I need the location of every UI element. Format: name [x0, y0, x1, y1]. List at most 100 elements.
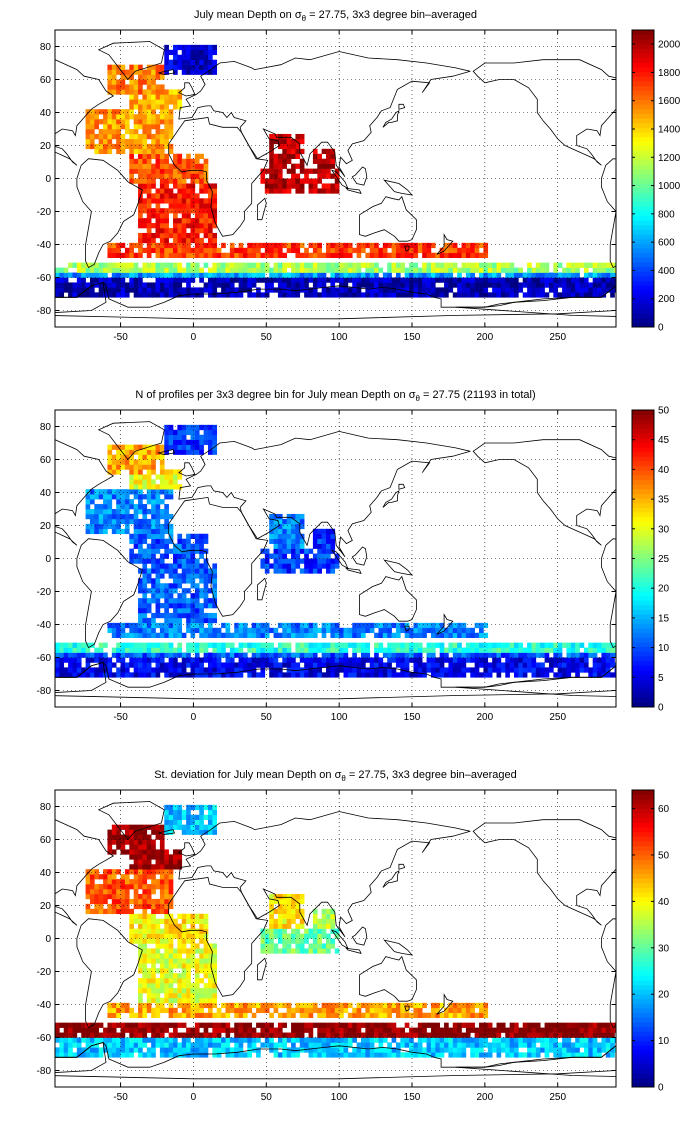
heat-cell [168, 667, 174, 673]
colorbar-tick-label: 0 [658, 703, 664, 714]
heat-cell [138, 64, 143, 70]
heat-cell [483, 267, 489, 273]
heat-cell [142, 528, 148, 535]
colorbar-swatch [632, 618, 654, 624]
heat-cell [417, 242, 423, 249]
heat-cell [159, 538, 165, 544]
heat-cell [203, 252, 209, 258]
heat-cell [177, 809, 183, 816]
heat-cell [264, 282, 270, 288]
heat-cell [531, 647, 537, 653]
heat-cell [146, 474, 152, 480]
heat-cell [111, 1007, 117, 1014]
colorbar-swatch [632, 183, 654, 189]
heat-cell [225, 267, 231, 273]
heat-cell [339, 242, 344, 249]
heat-cell [343, 662, 349, 668]
heat-cell [168, 178, 174, 184]
heat-cell [138, 208, 143, 214]
heat-cell [168, 489, 174, 495]
heat-cell [299, 158, 305, 164]
heat-cell [216, 647, 222, 653]
heat-cell [562, 272, 567, 278]
heat-cell [155, 444, 161, 450]
heat-cell [168, 548, 174, 554]
coastline [178, 82, 196, 97]
heat-cell [98, 138, 104, 145]
heat-cell [98, 874, 104, 880]
heat-cell [168, 1052, 174, 1058]
heat-cell [190, 424, 196, 431]
heat-cell [181, 158, 187, 164]
heat-cell [186, 163, 191, 169]
heat-cell [116, 893, 121, 900]
heat-cell [173, 193, 178, 199]
heat-cell [465, 292, 471, 298]
heat-cell [264, 247, 270, 254]
heat-cell [282, 657, 287, 663]
heat-cell [194, 168, 200, 174]
heat-cell [164, 133, 169, 140]
heat-cell [216, 247, 222, 254]
heat-cell [181, 232, 187, 239]
heat-cell [146, 938, 152, 944]
heat-cell [107, 657, 113, 663]
heat-cell [124, 1037, 130, 1043]
heat-cell [116, 504, 121, 510]
heat-cell [129, 267, 134, 273]
heat-cell [334, 627, 340, 634]
heat-cell [138, 114, 143, 120]
heat-cell [103, 287, 108, 293]
heat-cell [382, 662, 388, 668]
heat-cell [98, 893, 104, 900]
heat-cell [273, 558, 279, 564]
heat-cell [238, 672, 244, 678]
heat-cell [173, 1027, 178, 1033]
heat-cell [129, 163, 134, 169]
heat-cell [98, 528, 104, 535]
heat-cell [391, 667, 397, 673]
heat-cell [124, 829, 130, 835]
heat-cell [295, 652, 301, 658]
heat-cell [142, 593, 148, 599]
heat-cell [142, 74, 148, 80]
heat-cell [146, 578, 152, 584]
heat-cell [291, 153, 296, 159]
heat-cell [374, 282, 379, 288]
heat-cell [273, 667, 279, 673]
heat-cell [409, 277, 414, 283]
heat-cell [129, 114, 134, 120]
heat-cell [417, 662, 423, 668]
heat-cell [260, 642, 266, 648]
heat-cell [199, 809, 204, 816]
heat-cell [85, 489, 91, 495]
heat-cell [89, 523, 95, 530]
heat-cell [155, 647, 161, 653]
heat-cell [55, 672, 60, 678]
heat-cell [277, 533, 283, 539]
heat-cell [76, 1022, 82, 1028]
heat-cell [326, 158, 331, 164]
heat-cell [164, 1027, 169, 1033]
heat-cell [107, 119, 113, 125]
heat-cell [291, 143, 296, 150]
heat-cell [146, 948, 152, 954]
heat-cell [548, 647, 554, 653]
panel-2: N of profiles per 3x3 degree bin for Jul… [37, 389, 670, 723]
heat-cell [312, 148, 318, 155]
heat-cell [277, 622, 283, 629]
heat-cell [216, 627, 222, 634]
heat-cell [55, 1052, 60, 1058]
heat-cell [190, 913, 196, 919]
heat-cell [273, 183, 279, 189]
heat-cell [487, 642, 493, 648]
heat-cell [457, 292, 462, 298]
heat-cell [164, 603, 169, 609]
heat-cell [159, 563, 165, 569]
heat-cell [142, 173, 148, 179]
heat-cell [155, 272, 161, 278]
heat-cell [203, 1047, 209, 1053]
heat-cell [159, 84, 165, 90]
heat-cell [382, 667, 388, 673]
heat-cell [225, 622, 231, 629]
